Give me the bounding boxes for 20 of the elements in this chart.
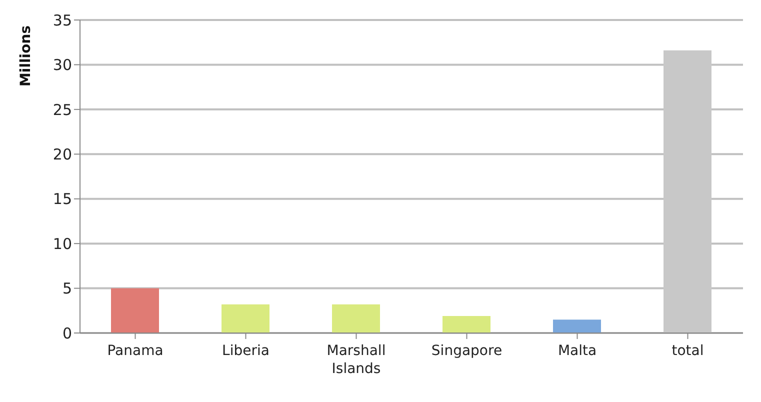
bar	[553, 320, 601, 333]
y-tick-label: 20	[52, 145, 72, 164]
bar	[111, 288, 159, 333]
y-tick-label: 5	[62, 280, 72, 298]
bar	[442, 316, 490, 333]
bar	[222, 304, 270, 333]
y-tick-label: 0	[62, 324, 72, 342]
y-tick-label: 30	[52, 56, 72, 74]
y-axis-title: Millions	[18, 25, 34, 87]
y-tick-label: 15	[52, 190, 72, 208]
y-tick-label: 10	[52, 234, 72, 253]
x-tick-label: total	[672, 343, 704, 359]
x-tick-label: Singapore	[431, 343, 502, 359]
x-tick-label: Marshall Islands	[326, 343, 386, 377]
bar	[332, 304, 380, 333]
y-tick-label: 35	[52, 11, 72, 30]
x-tick-label: Panama	[107, 343, 164, 359]
x-tick-label: Liberia	[222, 343, 270, 359]
y-tick-label: 25	[52, 100, 72, 119]
x-tick-label: Malta	[558, 343, 597, 359]
